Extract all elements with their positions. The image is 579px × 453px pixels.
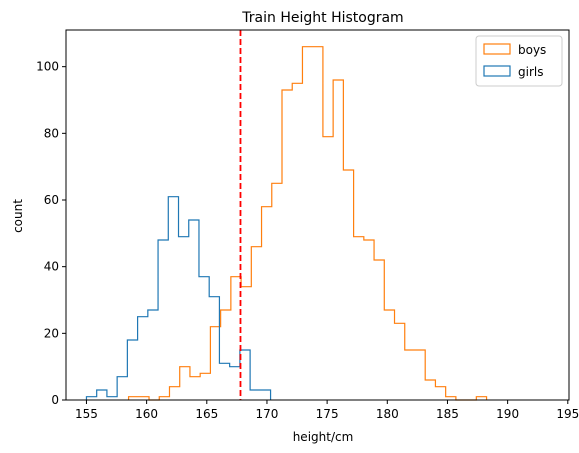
x-axis-ticks: 155 160 165 170 175 180 185 190 195 <box>75 400 579 421</box>
x-axis-label: height/cm <box>293 430 354 444</box>
legend-label-boys: boys <box>518 43 546 57</box>
legend-swatch-boys <box>483 43 511 55</box>
y-tick-label: 60 <box>44 193 59 207</box>
plot-area <box>65 29 570 401</box>
y-tick-label: 100 <box>36 60 59 74</box>
y-axis-ticks: 0 20 40 60 80 100 <box>36 60 66 407</box>
y-tick-label: 80 <box>44 126 59 140</box>
x-tick-label: 160 <box>135 407 158 421</box>
legend: boys girls <box>475 35 563 87</box>
x-tick-label: 170 <box>256 407 279 421</box>
x-tick-label: 195 <box>556 407 579 421</box>
x-tick-label: 180 <box>376 407 399 421</box>
legend-box <box>475 35 563 87</box>
axes-frame <box>65 29 570 401</box>
x-tick-label: 175 <box>316 407 339 421</box>
x-tick-label: 185 <box>436 407 459 421</box>
histogram-girls <box>85 196 272 400</box>
x-tick-label: 155 <box>75 407 98 421</box>
y-tick-label: 40 <box>44 260 59 274</box>
y-tick-label: 20 <box>44 326 59 340</box>
histogram-boys <box>127 46 488 401</box>
legend-swatch-girls <box>483 65 511 77</box>
legend-label-girls: girls <box>518 65 543 79</box>
chart-title: Train Height Histogram <box>241 10 403 26</box>
x-tick-label: 190 <box>496 407 519 421</box>
y-axis-label: count <box>11 199 25 233</box>
x-tick-label: 165 <box>195 407 218 421</box>
y-tick-label: 0 <box>51 393 59 407</box>
